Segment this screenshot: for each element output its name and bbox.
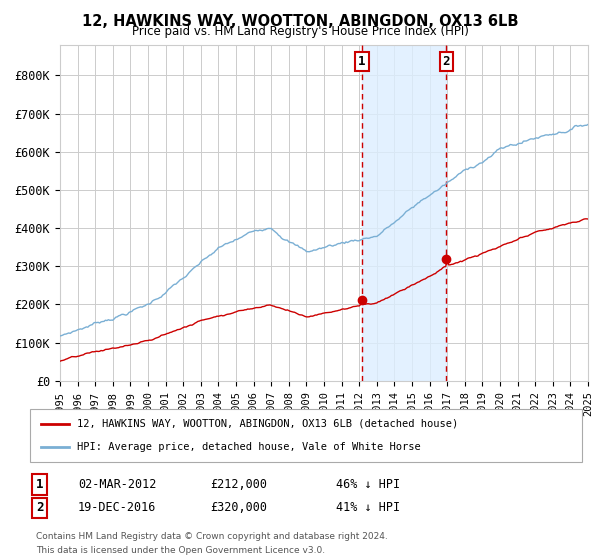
Text: This data is licensed under the Open Government Licence v3.0.: This data is licensed under the Open Gov…	[36, 546, 325, 555]
Text: 02-MAR-2012: 02-MAR-2012	[78, 478, 157, 491]
FancyBboxPatch shape	[30, 409, 582, 462]
Bar	[362, 45, 446, 381]
Text: 41% ↓ HPI: 41% ↓ HPI	[336, 501, 400, 515]
Text: £212,000: £212,000	[210, 478, 267, 491]
Text: 12, HAWKINS WAY, WOOTTON, ABINGDON, OX13 6LB: 12, HAWKINS WAY, WOOTTON, ABINGDON, OX13…	[82, 14, 518, 29]
Text: 2: 2	[36, 501, 44, 515]
Text: 46% ↓ HPI: 46% ↓ HPI	[336, 478, 400, 491]
Text: HPI: Average price, detached house, Vale of White Horse: HPI: Average price, detached house, Vale…	[77, 442, 421, 452]
Text: Price paid vs. HM Land Registry's House Price Index (HPI): Price paid vs. HM Land Registry's House …	[131, 25, 469, 38]
Text: £320,000: £320,000	[210, 501, 267, 515]
Text: 1: 1	[358, 55, 366, 68]
Text: Contains HM Land Registry data © Crown copyright and database right 2024.: Contains HM Land Registry data © Crown c…	[36, 532, 388, 541]
Text: 2: 2	[443, 55, 450, 68]
Text: 12, HAWKINS WAY, WOOTTON, ABINGDON, OX13 6LB (detached house): 12, HAWKINS WAY, WOOTTON, ABINGDON, OX13…	[77, 419, 458, 429]
Text: 19-DEC-2016: 19-DEC-2016	[78, 501, 157, 515]
Text: 1: 1	[36, 478, 44, 491]
